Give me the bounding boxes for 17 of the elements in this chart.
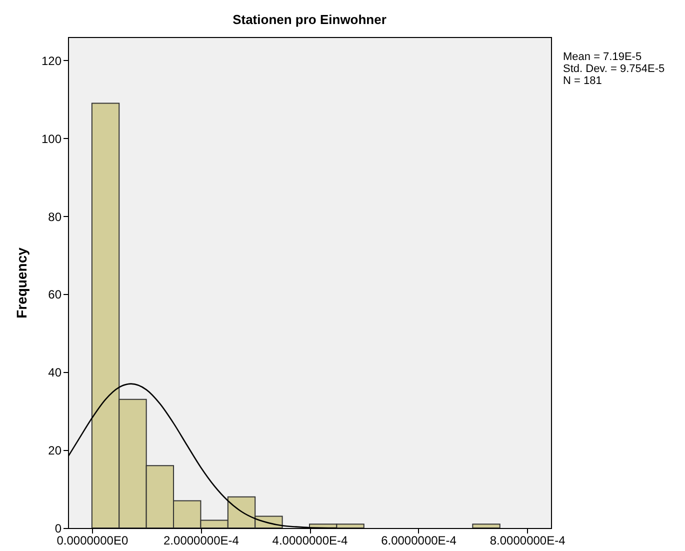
x-tick-label: 2.0000000E-4 bbox=[164, 534, 240, 548]
y-tick-label: 60 bbox=[48, 288, 62, 302]
y-tick-label: 100 bbox=[41, 132, 62, 146]
chart-title: Stationen pro Einwohner bbox=[232, 12, 386, 27]
text: Std. Dev. = 9.754E-5 bbox=[563, 63, 665, 75]
x-tick-label: 0.0000000E0 bbox=[56, 534, 128, 548]
y-tick-label: 20 bbox=[48, 444, 62, 458]
x-tick-label: 4.0000000E-4 bbox=[272, 534, 348, 548]
x-tick-label: 8.0000000E-4 bbox=[490, 534, 566, 548]
text: N = 181 bbox=[563, 75, 602, 87]
y-tick-label: 120 bbox=[41, 54, 62, 68]
y-axis-title: Frequency bbox=[13, 247, 30, 318]
y-tick-label: 80 bbox=[48, 210, 62, 224]
y-tick-label: 40 bbox=[48, 366, 62, 380]
y-tick-label: 0 bbox=[54, 522, 62, 536]
text: Mean = 7.19E-5 bbox=[563, 51, 642, 63]
x-tick-label: 6.0000000E-4 bbox=[381, 534, 457, 548]
